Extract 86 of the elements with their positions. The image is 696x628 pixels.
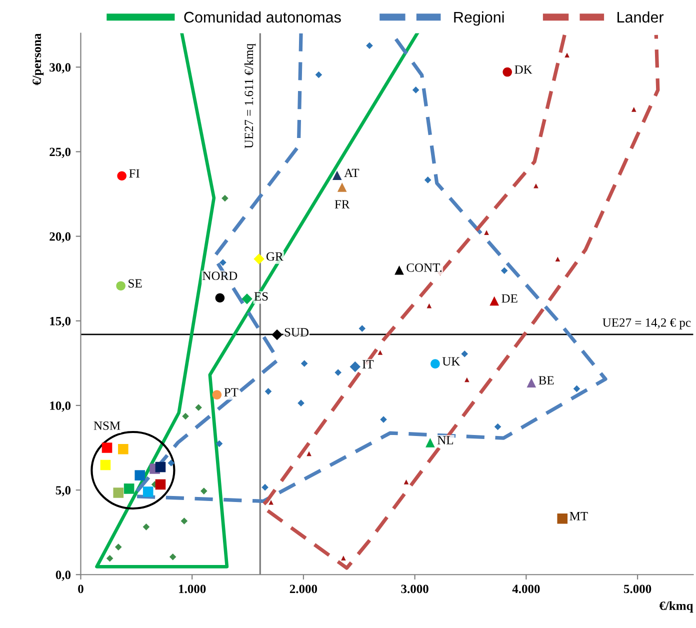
y-tick-label: 10,0 xyxy=(50,401,71,412)
point xyxy=(315,71,322,78)
x-tick-label: 5.000 xyxy=(624,584,652,594)
x-tick-label: 2.000 xyxy=(290,584,318,594)
y-tick-label: 20,0 xyxy=(50,232,71,243)
annotation: NSM xyxy=(94,422,120,430)
y-axis-title: €/persona xyxy=(32,33,44,86)
annotation: CONT. xyxy=(406,263,442,272)
annotation: DK xyxy=(514,65,532,74)
annotation: IT xyxy=(362,360,374,368)
point xyxy=(200,488,208,494)
annotation: DE xyxy=(502,294,518,303)
y-tick-label: 15,0 xyxy=(50,316,71,328)
y-tick-label: 0,0 xyxy=(56,570,71,581)
ref-line-label: UE27 = 1.611 €/kmq xyxy=(244,44,256,148)
point xyxy=(298,400,304,406)
point xyxy=(378,350,383,355)
point xyxy=(424,176,432,184)
point xyxy=(366,42,373,50)
annotation: FI xyxy=(129,169,140,178)
point xyxy=(222,194,228,202)
annotation: NL xyxy=(437,436,454,444)
point xyxy=(557,513,568,524)
point xyxy=(180,518,188,524)
point xyxy=(631,107,636,112)
point xyxy=(169,553,176,560)
point xyxy=(358,325,366,332)
annotation: NORD xyxy=(202,272,238,280)
x-tick-label: 1.000 xyxy=(179,584,206,594)
annotation: UK xyxy=(442,357,460,366)
point xyxy=(262,484,268,491)
point xyxy=(114,544,122,550)
point xyxy=(212,390,222,400)
annotation: GR xyxy=(266,252,284,261)
point xyxy=(412,86,420,94)
x-tick-label: 4.000 xyxy=(512,584,540,594)
point xyxy=(341,556,346,560)
annotation: BE xyxy=(538,376,554,384)
point xyxy=(300,360,308,367)
annotation: AT xyxy=(344,168,360,177)
point xyxy=(168,460,175,466)
point xyxy=(216,440,223,448)
annotation: ES xyxy=(254,292,268,301)
point xyxy=(564,52,570,58)
point xyxy=(461,350,468,358)
annotation: SUD xyxy=(284,328,309,336)
point xyxy=(332,170,342,180)
point xyxy=(380,416,387,423)
point xyxy=(404,480,409,484)
legend-label: Regioni xyxy=(454,11,504,26)
annotation: PT xyxy=(224,388,238,396)
point xyxy=(142,524,150,530)
point xyxy=(334,369,342,376)
point xyxy=(134,470,146,480)
point xyxy=(106,554,114,562)
point xyxy=(220,259,226,266)
x-axis-title: €/kmq xyxy=(659,601,694,613)
point xyxy=(182,412,189,420)
point xyxy=(426,303,432,308)
point xyxy=(534,183,538,188)
point xyxy=(500,267,508,274)
legend-label: Comunidad autonomas xyxy=(184,11,341,23)
point xyxy=(484,230,489,235)
point xyxy=(306,451,312,456)
annotation: MT xyxy=(570,512,588,520)
point xyxy=(118,444,128,454)
point xyxy=(573,385,580,392)
point xyxy=(268,500,274,505)
point xyxy=(113,488,124,498)
legend-label: Lander xyxy=(618,11,664,23)
point xyxy=(195,404,202,411)
x-tick-label: 0 xyxy=(78,584,84,594)
point xyxy=(337,182,347,192)
x-tick-label: 3.000 xyxy=(401,584,428,594)
annotation: SE xyxy=(128,279,142,288)
annotation: FR xyxy=(334,200,350,208)
y-tick-label: 30,0 xyxy=(50,63,71,74)
ref-line-label: UE27 = 14,2 € pc xyxy=(602,318,691,330)
point xyxy=(464,377,470,382)
point xyxy=(494,423,502,430)
y-tick-label: 5,0 xyxy=(56,486,71,496)
y-tick-label: 25,0 xyxy=(50,148,71,158)
point xyxy=(155,462,166,472)
point xyxy=(116,281,126,291)
point xyxy=(264,388,272,395)
point xyxy=(555,256,560,262)
